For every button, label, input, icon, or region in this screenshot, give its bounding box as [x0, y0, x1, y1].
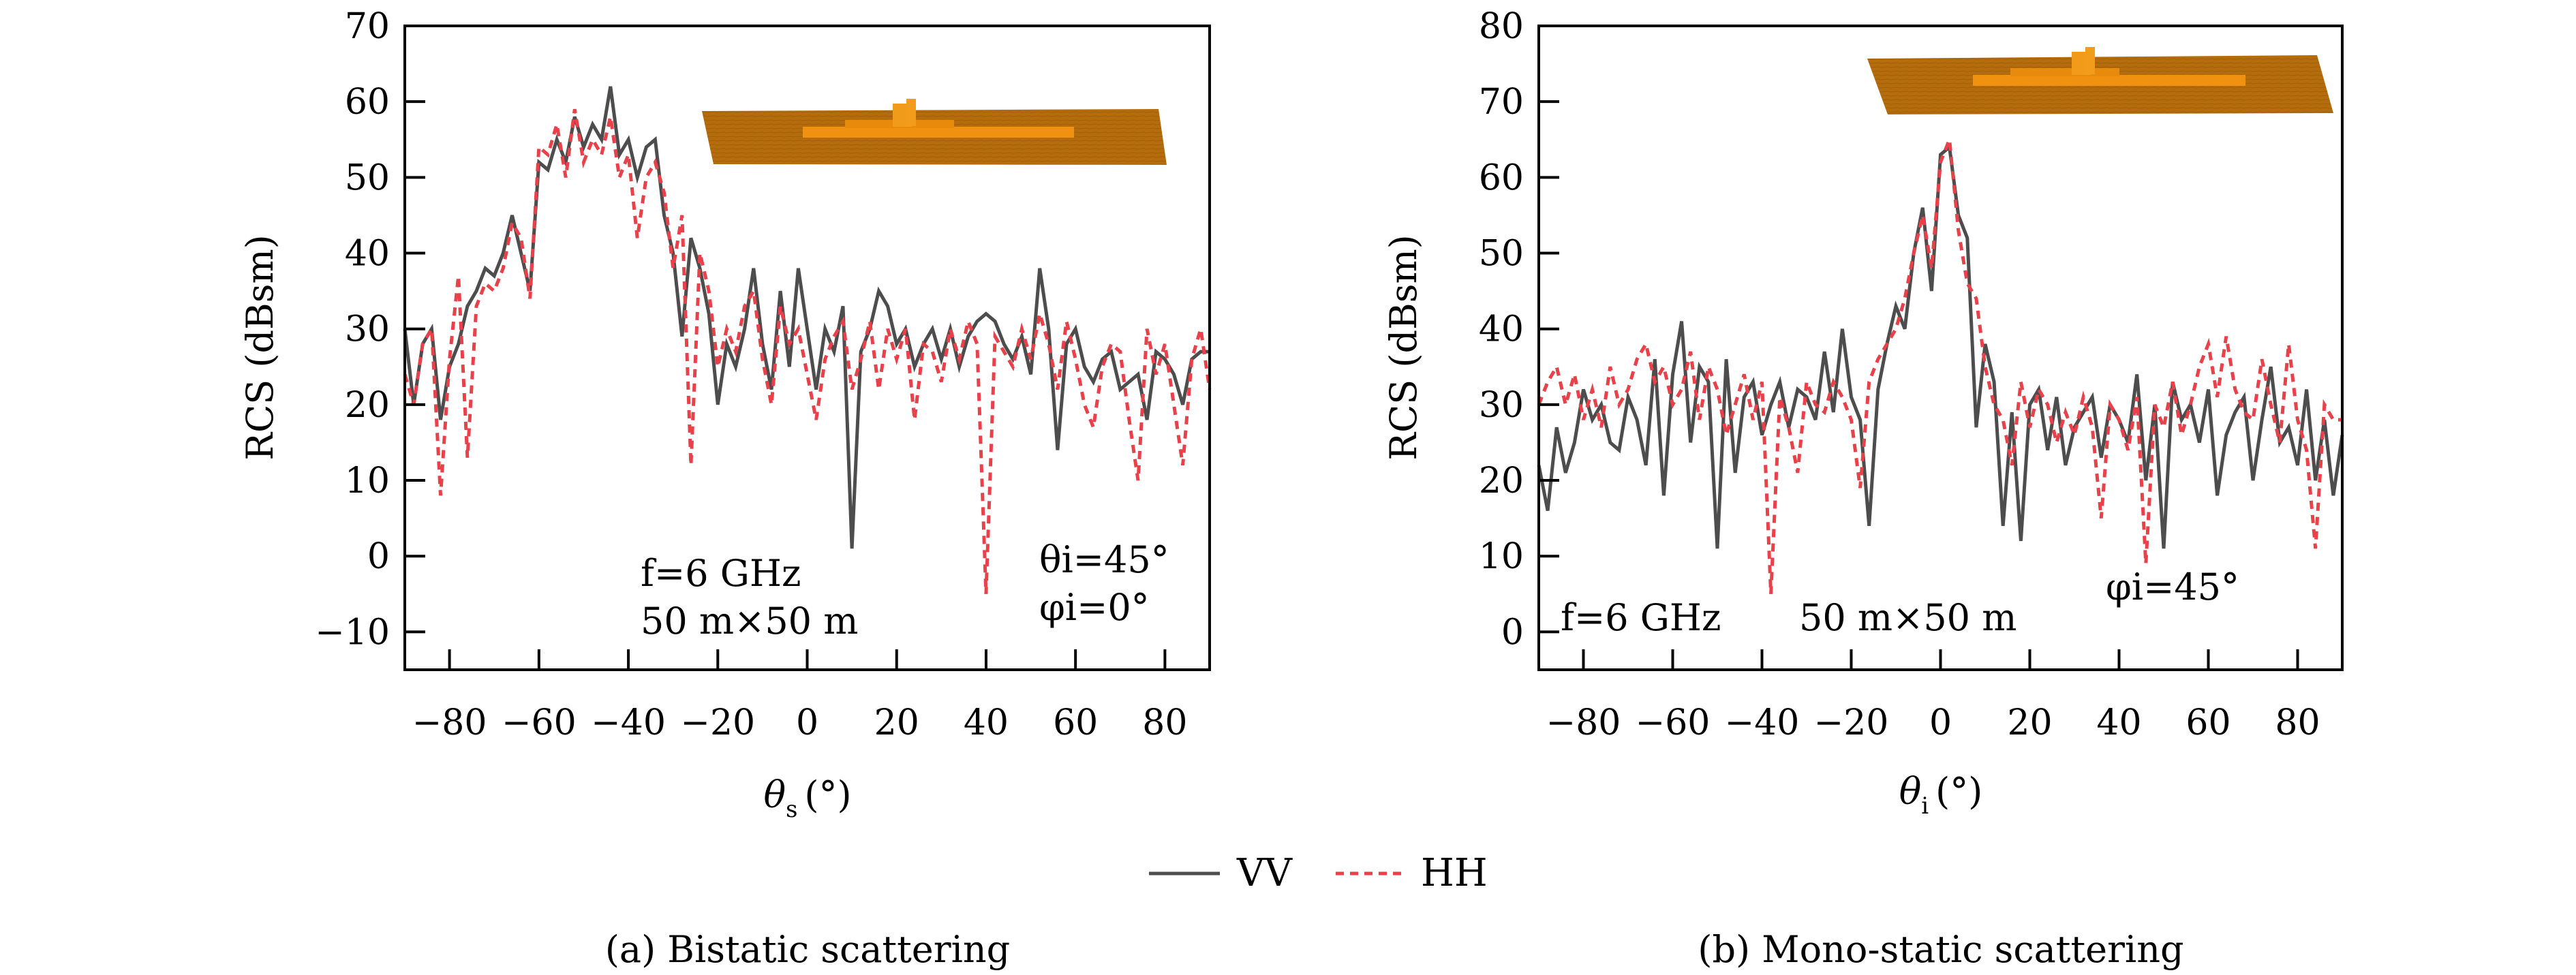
- annotation-surface-size: 50 m×50 m: [1799, 596, 2017, 639]
- ship-hull: [1973, 75, 2245, 86]
- x-tick-label: 80: [1142, 702, 1187, 743]
- ship-deck: [2010, 68, 2119, 76]
- x-tick-label: 60: [1053, 702, 1098, 743]
- y-tick-label: 10: [345, 461, 390, 501]
- ship-hull: [803, 127, 1074, 138]
- caption-b: (b) Mono-static scattering: [1698, 928, 2183, 971]
- y-ticks: 0 10 20 30 40 50 60 70 80: [1479, 6, 1559, 653]
- y-tick-label: 20: [1479, 461, 1524, 501]
- y-tick-label: 70: [345, 6, 390, 47]
- y-tick-label: 40: [1479, 309, 1524, 350]
- x-tick-label: 0: [1929, 702, 1952, 743]
- x-tick-label: 40: [964, 702, 1009, 743]
- series-line-vv: [403, 86, 1210, 549]
- annotation-phi-i: φi=0°: [1039, 586, 1150, 629]
- x-tick-label: 60: [2186, 702, 2230, 743]
- y-axis-title: RCS (dBsm): [1382, 234, 1425, 460]
- legend-label-vv: VV: [1236, 851, 1293, 895]
- caption-a: (a) Bistatic scattering: [605, 928, 1010, 971]
- ship-inset-image: [702, 99, 1167, 165]
- x-tick-label: −60: [502, 702, 577, 743]
- y-tick-label: 10: [1479, 536, 1524, 577]
- annotation-frequency: f=6 GHz: [641, 552, 801, 595]
- x-ticks: −80 −60 −40 −20 0 20 40 60 80: [412, 649, 1187, 743]
- x-ticks: −80 −60 −40 −20 0 20 40 60 80: [1546, 649, 2320, 743]
- x-tick-label: −40: [591, 702, 666, 743]
- ship-mast: [2085, 47, 2095, 74]
- annotation-surface-size: 50 m×50 m: [641, 600, 858, 643]
- x-tick-label: 80: [2275, 702, 2320, 743]
- y-axis-title: RCS (dBsm): [239, 234, 281, 460]
- x-axis-title: θs (°): [763, 773, 851, 823]
- x-tick-label: −80: [1546, 702, 1621, 743]
- annotation-frequency: f=6 GHz: [1561, 596, 1721, 639]
- panel-bistatic: −10 0 10 20 30 40 50 60 70 −80 −60 −40 −20 0 20 40 60 80…: [239, 6, 1212, 971]
- y-tick-label: −10: [315, 612, 390, 653]
- x-tick-label: −20: [1814, 702, 1889, 743]
- y-tick-label: 50: [1479, 234, 1524, 275]
- legend: VV HH: [1149, 851, 1488, 895]
- y-tick-label: 0: [1501, 612, 1524, 653]
- ship-mast: [906, 99, 916, 126]
- series-line-vv: [1537, 144, 2344, 549]
- y-tick-label: 60: [1479, 157, 1524, 198]
- legend-entry-vv: VV: [1149, 851, 1293, 895]
- series-line-hh: [403, 108, 1212, 594]
- y-tick-label: 80: [1479, 6, 1524, 47]
- y-ticks: −10 0 10 20 30 40 50 60 70: [315, 6, 425, 653]
- x-tick-label: −40: [1725, 702, 1800, 743]
- series-group: [403, 86, 1212, 594]
- y-tick-label: 70: [1479, 82, 1524, 123]
- x-tick-label: −60: [1636, 702, 1711, 743]
- y-tick-label: 20: [345, 385, 390, 426]
- x-tick-label: −20: [680, 702, 755, 743]
- y-tick-label: 30: [1479, 385, 1524, 426]
- y-tick-label: 40: [345, 234, 390, 275]
- annotation-theta-i: θi=45°: [1039, 538, 1169, 581]
- legend-label-hh: HH: [1421, 851, 1488, 895]
- legend-entry-hh: HH: [1336, 851, 1488, 895]
- y-tick-label: 60: [345, 82, 390, 123]
- series-line-hh: [1537, 138, 2342, 594]
- x-tick-label: 20: [874, 702, 919, 743]
- series-group: [1537, 138, 2344, 594]
- y-tick-label: 0: [367, 536, 390, 577]
- x-axis-title: θi (°): [1899, 770, 1983, 820]
- x-tick-label: 20: [2007, 702, 2052, 743]
- annotation-phi-i: φi=45°: [2106, 566, 2239, 608]
- y-tick-label: 50: [345, 157, 390, 198]
- x-tick-label: 0: [796, 702, 818, 743]
- y-tick-label: 30: [345, 309, 390, 350]
- x-tick-label: −80: [412, 702, 487, 743]
- ship-inset-image: [1867, 47, 2333, 114]
- x-tick-label: 40: [2096, 702, 2141, 743]
